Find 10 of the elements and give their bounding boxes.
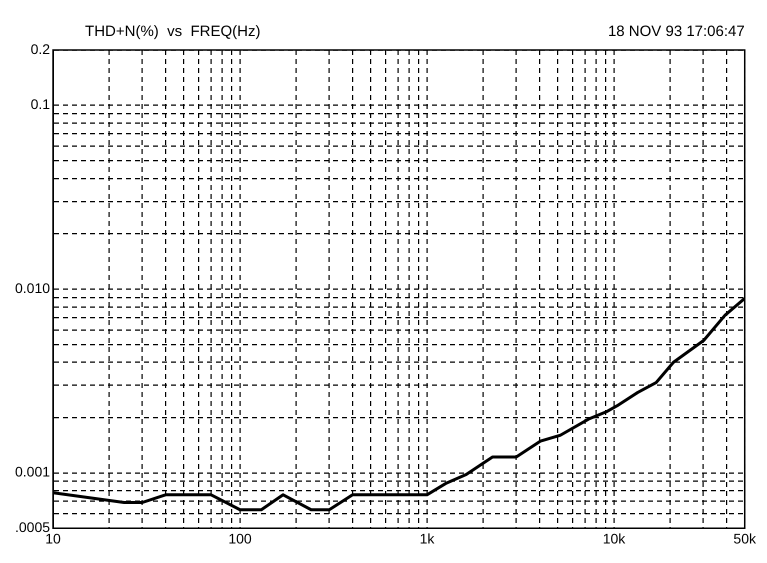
x-tick-label: 1k: [420, 530, 436, 546]
chart-title: THD+N(%) vs FREQ(Hz): [85, 23, 260, 40]
x-tick-label: 100: [228, 530, 252, 546]
text: 18 NOV 93 17:06:47: [608, 23, 745, 40]
y-tick-label: 0.1: [30, 96, 50, 112]
y-tick-label: 0.2: [30, 40, 50, 57]
x-tick-label: 50k: [733, 530, 757, 546]
y-tick-label: 0.010: [14, 280, 50, 296]
y-tick-label: 0.001: [14, 464, 50, 480]
x-tick-label: 10k: [602, 530, 626, 546]
